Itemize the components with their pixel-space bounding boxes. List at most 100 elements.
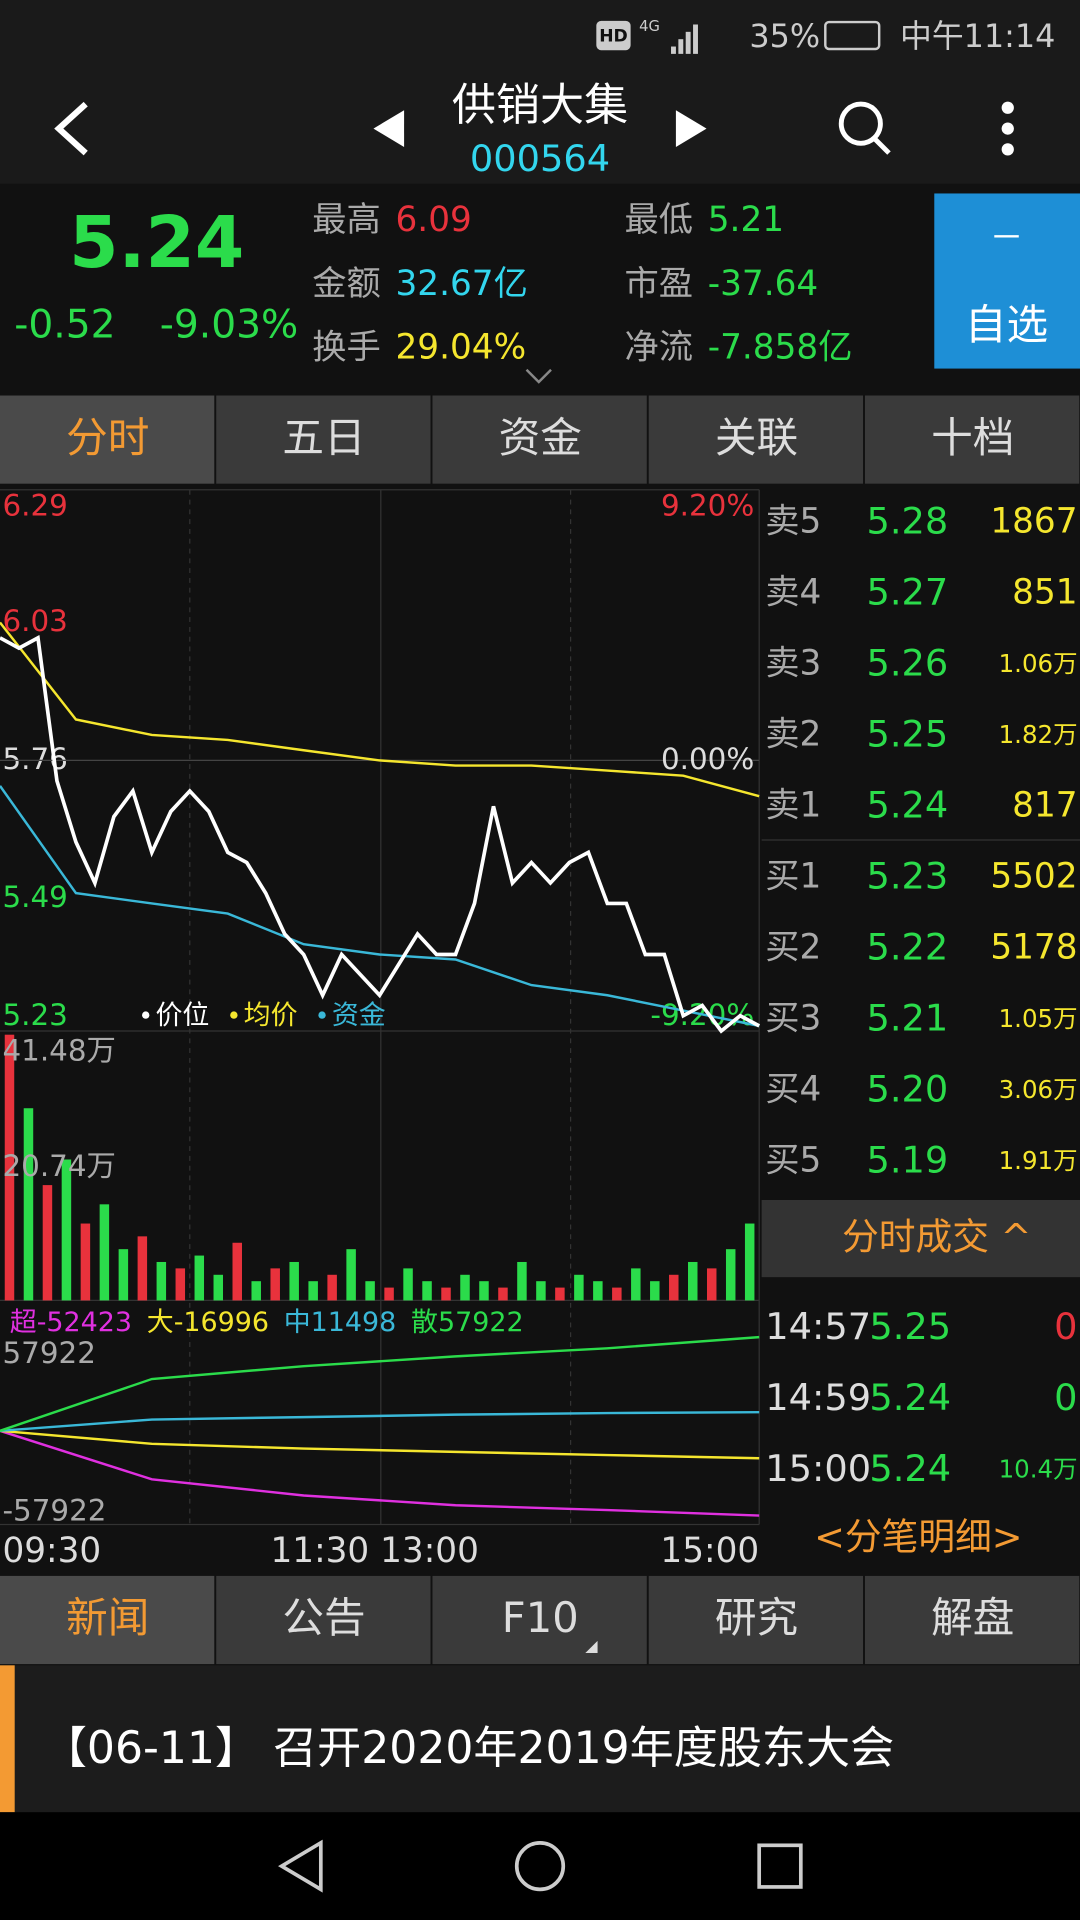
time-label: 15:00: [660, 1531, 759, 1571]
book-label: 卖1: [765, 785, 821, 825]
tab-label: 公告: [282, 1593, 365, 1642]
trade-time: 15:00: [765, 1447, 871, 1490]
volume-bar: [612, 1287, 622, 1301]
price-tick: 6.03: [2, 604, 67, 638]
volume-tick: 20.74万: [2, 1149, 115, 1183]
menu-button[interactable]: [1001, 101, 1014, 156]
book-label: 卖2: [765, 714, 821, 754]
tab[interactable]: [432, 1575, 647, 1665]
prev-stock[interactable]: [373, 110, 405, 147]
volume-bar: [725, 1249, 736, 1301]
stat-value: 32.67亿: [396, 264, 528, 304]
tab-label: 十档: [931, 413, 1014, 462]
book-volume: 3.06万: [999, 1075, 1078, 1104]
volume-bar: [270, 1268, 280, 1301]
tab[interactable]: [432, 395, 647, 484]
flow-legend: 超-52423: [10, 1307, 132, 1338]
signal-bar: [685, 31, 691, 54]
tab[interactable]: [648, 1575, 864, 1665]
intraday-line: [0, 785, 760, 1028]
trades-title: 分时成交 ^: [842, 1216, 1031, 1259]
book-volume: 5502: [990, 856, 1077, 896]
volume-bar: [744, 1223, 755, 1301]
volume-bar: [251, 1281, 261, 1301]
volume-bar: [498, 1287, 508, 1301]
price-tick: 5.23: [2, 998, 67, 1032]
book-volume: 817: [1012, 785, 1077, 825]
watch-label: 自选: [965, 300, 1048, 349]
stat-value: -7.858亿: [708, 327, 853, 367]
flow-line: [0, 1410, 760, 1433]
tab-label: 研究: [715, 1593, 798, 1642]
volume-bar: [80, 1223, 91, 1301]
volume-bar: [175, 1268, 186, 1301]
volume-bar: [346, 1249, 356, 1301]
tab[interactable]: [216, 1575, 431, 1665]
book-label: 买3: [765, 999, 821, 1039]
book-price: 5.22: [866, 925, 948, 968]
book-label: 买4: [765, 1070, 821, 1110]
book-label: 买2: [765, 927, 821, 967]
detail-link[interactable]: <分笔明细>: [814, 1516, 1022, 1559]
book-volume: 1.91万: [999, 1146, 1078, 1175]
intraday-line: [0, 621, 760, 798]
expand[interactable]: [525, 368, 552, 384]
stat-value: 6.09: [396, 200, 472, 240]
volume-tick: 41.48万: [2, 1033, 115, 1067]
nav-back[interactable]: [278, 1839, 323, 1893]
volume-bar: [327, 1274, 337, 1301]
book-label: 买5: [765, 1141, 821, 1181]
tab-label: 新闻: [66, 1593, 149, 1642]
watch-button[interactable]: [934, 193, 1080, 369]
volume-bar: [232, 1242, 242, 1301]
stat-label: 换手: [312, 327, 381, 367]
tab[interactable]: [648, 395, 864, 484]
flow-tick: -57922: [2, 1494, 106, 1528]
pct-tick: 9.20%: [661, 488, 754, 522]
legend-label: 均价: [244, 1000, 298, 1031]
signal-bar: [678, 39, 684, 54]
book-price: 5.27: [866, 570, 948, 613]
book-price: 5.26: [866, 641, 948, 684]
trade-volume: 0: [1054, 1376, 1077, 1419]
nav-recent[interactable]: [757, 1843, 803, 1889]
intraday-line: [0, 634, 761, 1034]
flow-legend: 大-16996: [147, 1307, 269, 1338]
book-volume: 1867: [990, 501, 1077, 541]
trades-header[interactable]: [761, 1200, 1080, 1278]
tab[interactable]: [0, 1575, 215, 1665]
volume-bar: [194, 1255, 205, 1301]
volume-bar: [688, 1261, 698, 1301]
book-volume: 851: [1012, 572, 1077, 612]
tab[interactable]: [864, 1575, 1080, 1665]
stat-label: 最高: [312, 200, 381, 240]
volume-bar: [650, 1281, 660, 1301]
stock-name: 供销大集: [452, 80, 628, 131]
back-button[interactable]: [54, 101, 88, 156]
tab-label: 五日: [282, 413, 365, 462]
tab-label: 关联: [715, 413, 798, 462]
book-price: 5.25: [866, 712, 948, 755]
stat-label: 市盈: [624, 264, 693, 304]
news-bar[interactable]: [0, 1665, 1080, 1813]
volume-bar: [384, 1287, 394, 1301]
time-label: 09:30: [2, 1531, 101, 1571]
volume-bar: [156, 1261, 167, 1301]
tab[interactable]: [0, 395, 215, 484]
book-label: 买1: [765, 856, 821, 896]
news-accent: [0, 1665, 15, 1813]
search-button[interactable]: [838, 101, 891, 155]
tab[interactable]: [864, 395, 1080, 484]
book-label: 卖3: [765, 643, 821, 683]
tab[interactable]: [216, 395, 431, 484]
trade-price: 5.24: [869, 1376, 951, 1419]
next-stock[interactable]: [675, 110, 707, 147]
stat-label: 净流: [624, 327, 693, 367]
flow-legend: 散57922: [411, 1307, 524, 1338]
volume-bar: [555, 1287, 565, 1301]
book-price: 5.19: [866, 1139, 948, 1182]
flow-legend: 中11498: [284, 1307, 397, 1338]
book-volume: 1.06万: [999, 649, 1078, 678]
nav-home[interactable]: [514, 1841, 566, 1892]
